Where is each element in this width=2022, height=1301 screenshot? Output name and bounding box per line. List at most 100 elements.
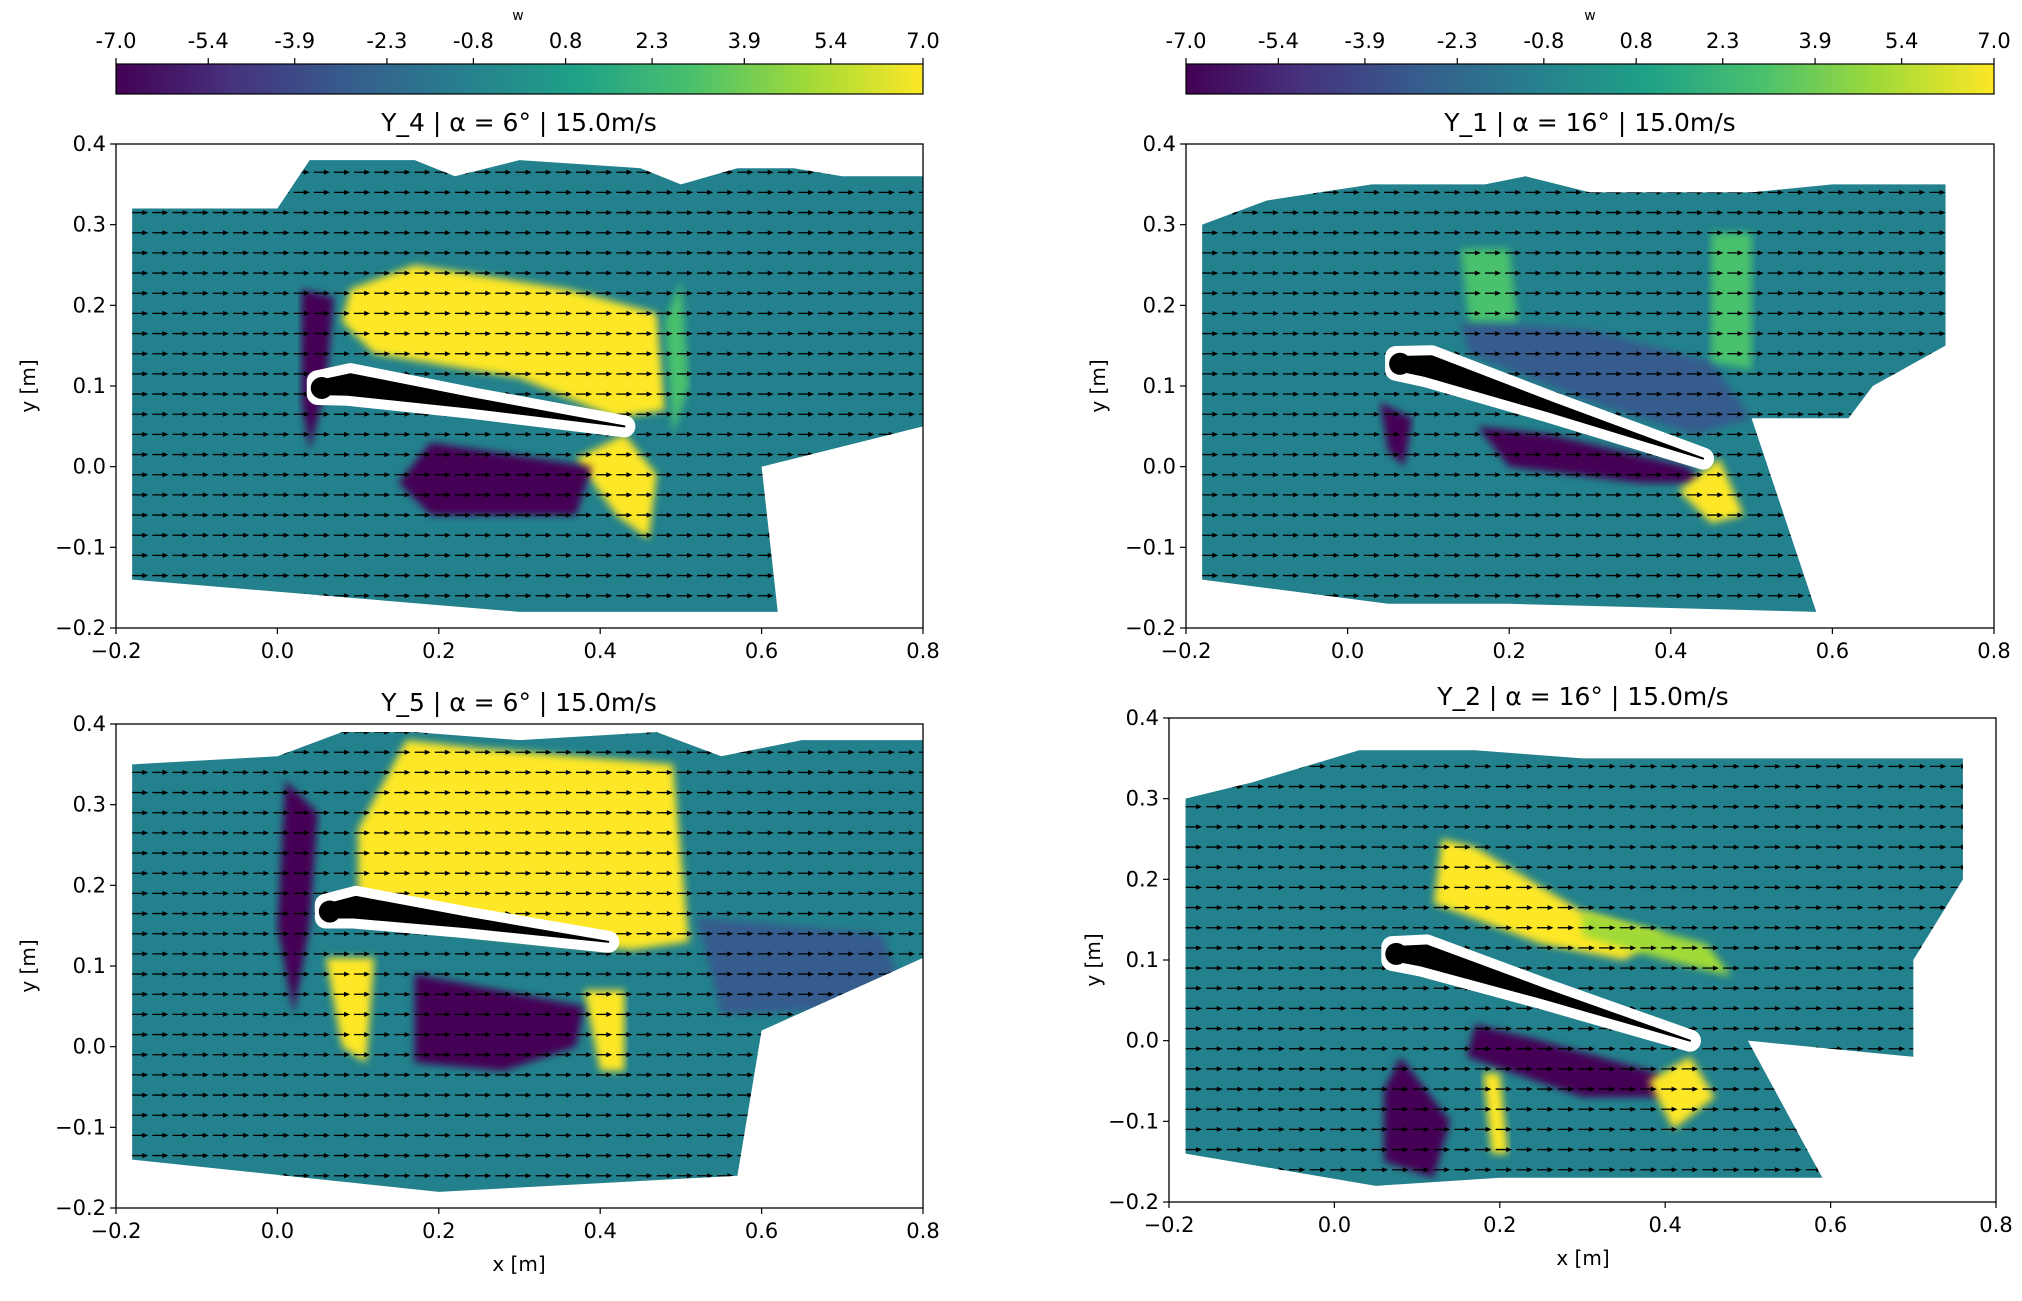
- arrow-head: [222, 492, 229, 498]
- arrow-head: [586, 351, 593, 357]
- arrow-head: [1272, 532, 1279, 538]
- arrow-head: [344, 1153, 351, 1159]
- arrow-head: [485, 371, 492, 377]
- arrow-head: [1394, 472, 1401, 478]
- arrow-head: [787, 431, 794, 437]
- arrow-head: [1454, 230, 1461, 236]
- arrow-head: [525, 512, 532, 518]
- arrow-head: [1899, 331, 1906, 337]
- arrow-head: [162, 532, 169, 538]
- arrow-head: [1414, 512, 1421, 518]
- arrow-head: [364, 310, 371, 316]
- arrow-head: [303, 391, 310, 397]
- arrow-head: [1454, 250, 1461, 256]
- arrow-head: [767, 593, 774, 599]
- arrow-head: [222, 991, 229, 997]
- arrow-head: [263, 532, 270, 538]
- arrow-head: [868, 290, 875, 296]
- arrow-head: [283, 230, 290, 236]
- arrow-head: [767, 391, 774, 397]
- arrow-head: [1656, 371, 1663, 377]
- arrow-head: [404, 270, 411, 276]
- arrow-head: [405, 1193, 411, 1198]
- arrow-head: [1333, 310, 1340, 316]
- arrow-head: [808, 991, 815, 997]
- arrow-head: [1394, 310, 1401, 316]
- arrow-head: [848, 371, 855, 377]
- arrow-head: [888, 472, 895, 478]
- arrow-head: [1676, 210, 1683, 216]
- arrow-head: [1212, 351, 1219, 357]
- arrow-head: [888, 1153, 895, 1159]
- arrow-head: [344, 351, 351, 357]
- arrow-head: [727, 391, 734, 397]
- arrow-head: [1777, 270, 1784, 276]
- arrow-head: [1535, 310, 1542, 316]
- arrow-head: [1232, 431, 1239, 437]
- arrow-head: [626, 351, 633, 357]
- arrow-head: [263, 552, 270, 558]
- arrow-head: [868, 1032, 875, 1038]
- arrow-head: [202, 431, 209, 437]
- arrow-head: [908, 991, 915, 997]
- arrow-head: [444, 270, 451, 276]
- arrow-head: [263, 250, 270, 256]
- arrow-head: [142, 1153, 149, 1159]
- arrow-head: [1899, 371, 1906, 377]
- arrow-head: [222, 1153, 229, 1159]
- arrow-head: [222, 573, 229, 579]
- arrow-head: [1454, 532, 1461, 538]
- arrow-head: [384, 230, 391, 236]
- arrow-head: [546, 613, 552, 618]
- arrow-head: [1252, 411, 1259, 417]
- arrow-head: [888, 452, 895, 458]
- arrow-head: [868, 1112, 875, 1118]
- arrow-head: [787, 250, 794, 256]
- arrow-head: [888, 1011, 895, 1017]
- arrow-head: [868, 210, 875, 216]
- arrow-head: [1373, 270, 1380, 276]
- arrow-head: [868, 1132, 875, 1138]
- arrow-head: [767, 431, 774, 437]
- arrow-head: [505, 1052, 512, 1058]
- arrow-head: [162, 593, 169, 599]
- arrow-head: [1313, 532, 1320, 538]
- arrow-head: [1474, 532, 1481, 538]
- arrow-head: [1838, 593, 1845, 599]
- arrow-head: [142, 310, 149, 316]
- arrow-head: [1373, 431, 1380, 437]
- arrow-head: [404, 431, 411, 437]
- arrow-head: [505, 1011, 512, 1017]
- arrow-head: [1474, 230, 1481, 236]
- arrow-head: [1414, 492, 1421, 498]
- arrow-head: [1596, 310, 1603, 316]
- arrow-head: [1939, 573, 1946, 579]
- arrow-head: [545, 189, 552, 195]
- arrow-head: [444, 452, 451, 458]
- arrow-head: [424, 331, 431, 337]
- arrow-head: [929, 972, 935, 977]
- arrow-head: [707, 1032, 714, 1038]
- arrow-head: [808, 169, 815, 175]
- x-tick-label: 0.2: [1492, 639, 1525, 663]
- arrow-head: [263, 391, 270, 397]
- arrow-head: [1636, 411, 1643, 417]
- arrow-head: [284, 150, 290, 155]
- arrow-head: [1394, 573, 1401, 579]
- arrow-head: [1939, 290, 1946, 296]
- arrow-head: [666, 971, 673, 977]
- arrow-head: [586, 613, 592, 618]
- arrow-head: [767, 189, 774, 195]
- arrow-head: [908, 1092, 915, 1098]
- arrow-head: [1838, 230, 1845, 236]
- arrow-head: [646, 371, 653, 377]
- arrow-head: [182, 951, 189, 957]
- arrow-head: [586, 431, 593, 437]
- arrow-head: [626, 452, 633, 458]
- arrow-head: [1899, 170, 1905, 175]
- arrow-head: [666, 472, 673, 478]
- arrow-head: [707, 290, 714, 296]
- arrow-head: [727, 472, 734, 478]
- arrow-head: [505, 431, 512, 437]
- arrow-head: [444, 250, 451, 256]
